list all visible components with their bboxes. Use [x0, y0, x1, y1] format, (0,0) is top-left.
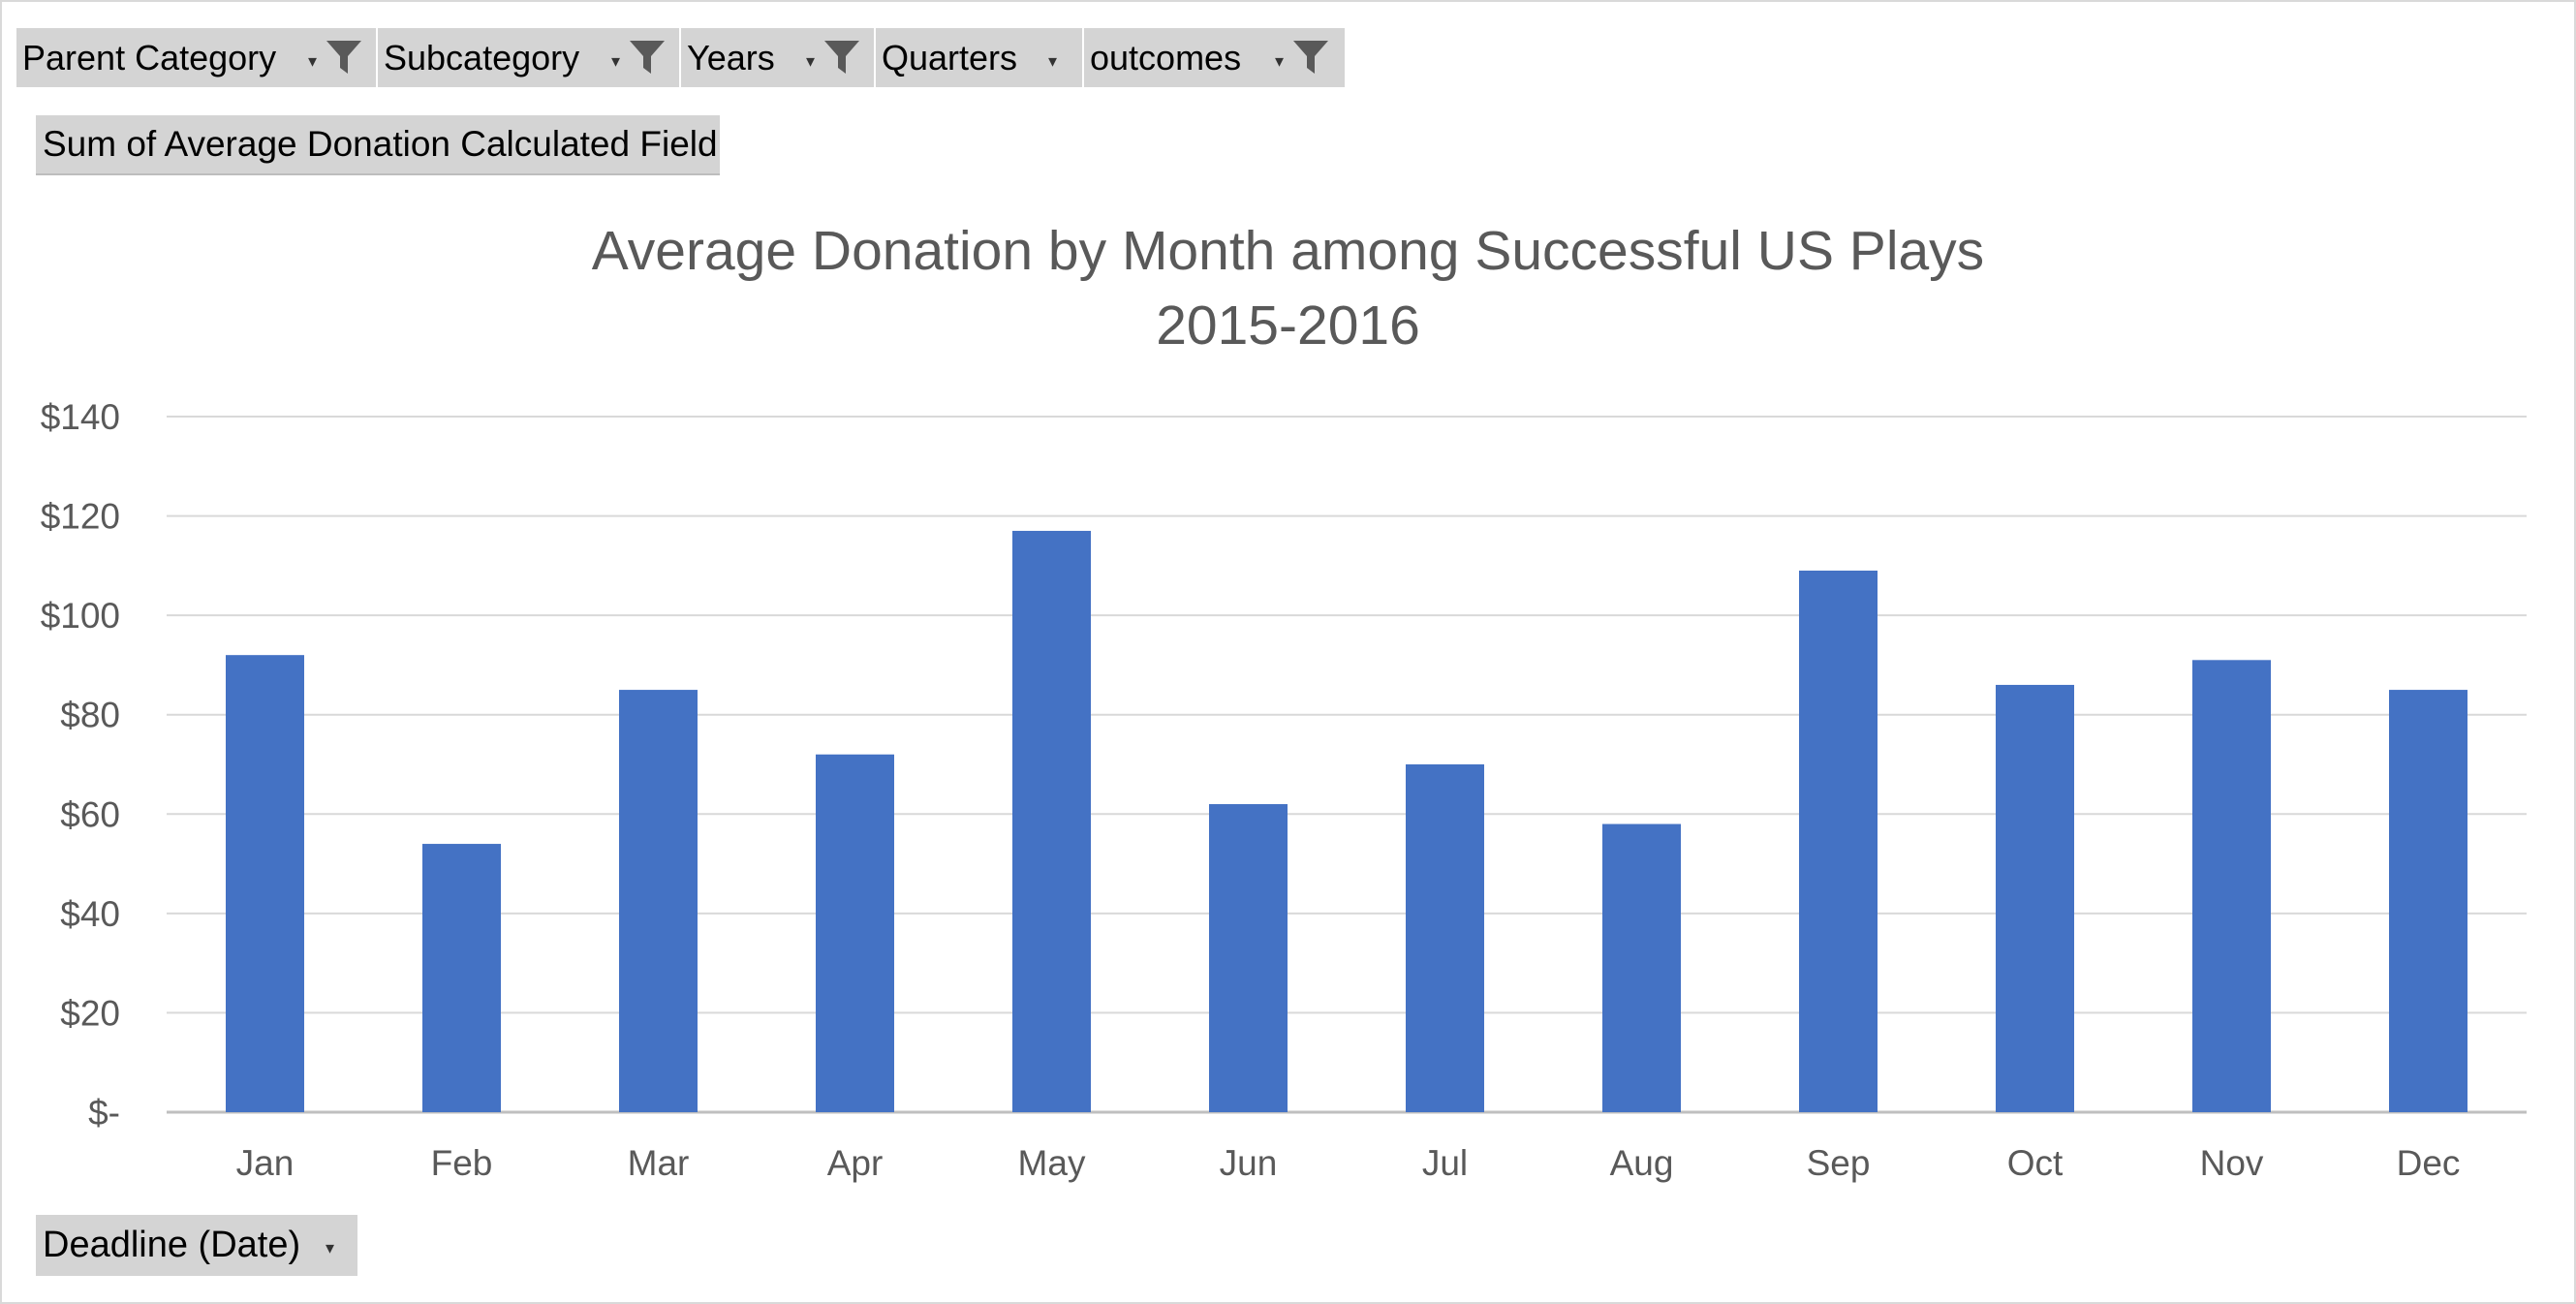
bar-mar[interactable] — [619, 690, 698, 1112]
x-tick-label: Jul — [1422, 1143, 1468, 1183]
report-filter-bar: Parent Category ▾ Subcategory ▾ Years ▾ … — [16, 28, 1345, 87]
filter-button-outcomes[interactable]: outcomes ▾ — [1084, 28, 1345, 87]
axis-field-label: Deadline (Date) — [43, 1225, 301, 1265]
bar-aug[interactable] — [1602, 823, 1681, 1112]
value-field-button[interactable]: Sum of Average Donation Calculated Field — [36, 115, 720, 175]
y-tick-label: $120 — [41, 497, 120, 537]
y-tick-label: $60 — [60, 794, 120, 834]
bar-oct[interactable] — [1996, 684, 2074, 1112]
bar-nov[interactable] — [2192, 660, 2271, 1112]
x-tick-label: Jun — [1220, 1143, 1278, 1183]
y-tick-label: $20 — [60, 993, 120, 1033]
bar-may[interactable] — [1012, 530, 1091, 1112]
filter-button-parent-category[interactable]: Parent Category ▾ — [16, 28, 378, 87]
filter-button-quarters[interactable]: Quarters ▾ — [876, 28, 1084, 87]
bar-dec[interactable] — [2389, 690, 2467, 1112]
dropdown-arrow-icon: ▾ — [308, 51, 318, 71]
bar-jan[interactable] — [226, 655, 304, 1112]
x-tick-label: Sep — [1807, 1143, 1871, 1183]
dropdown-arrow-icon: ▾ — [806, 51, 816, 71]
dropdown-arrow-icon: ▾ — [1275, 51, 1285, 71]
bar-feb[interactable] — [422, 844, 501, 1112]
chart-title: Average Donation by Month among Successf… — [591, 220, 1985, 282]
bar-sep[interactable] — [1799, 570, 1878, 1112]
y-tick-label: $140 — [41, 397, 120, 437]
funnel-icon — [630, 41, 665, 74]
filter-label: Subcategory — [384, 37, 580, 78]
x-tick-label: May — [1018, 1143, 1086, 1183]
dropdown-arrow-icon: ▾ — [1048, 51, 1058, 71]
dropdown-arrow-icon: ▾ — [611, 51, 621, 71]
value-field-label: Sum of Average Donation Calculated Field — [43, 124, 718, 164]
filter-label: Quarters — [882, 37, 1018, 78]
y-tick-label: $- — [88, 1093, 120, 1133]
funnel-icon — [326, 41, 361, 74]
y-tick-label: $80 — [60, 696, 120, 735]
funnel-icon — [1293, 41, 1328, 74]
x-tick-label: Aug — [1610, 1143, 1674, 1183]
x-tick-label: Nov — [2200, 1143, 2264, 1183]
x-tick-label: Dec — [2397, 1143, 2461, 1183]
filter-label: Parent Category — [22, 37, 277, 78]
filter-button-years[interactable]: Years ▾ — [681, 28, 876, 87]
filter-label: outcomes — [1090, 37, 1242, 78]
x-tick-label: Feb — [431, 1143, 493, 1183]
filter-label: Years — [687, 37, 775, 78]
x-tick-label: Oct — [2007, 1143, 2064, 1183]
bar-apr[interactable] — [816, 754, 894, 1112]
chart-subtitle: 2015-2016 — [1156, 295, 1420, 357]
bar-jul[interactable] — [1406, 764, 1484, 1112]
funnel-icon — [824, 41, 859, 74]
dropdown-arrow-icon: ▾ — [326, 1238, 335, 1257]
axis-field-button[interactable]: Deadline (Date) ▾ — [36, 1215, 357, 1276]
y-tick-label: $40 — [60, 894, 120, 934]
bar-jun[interactable] — [1209, 804, 1288, 1112]
x-tick-label: Jan — [236, 1143, 295, 1183]
y-tick-label: $100 — [41, 596, 120, 636]
x-tick-label: Mar — [628, 1143, 690, 1183]
filter-button-subcategory[interactable]: Subcategory ▾ — [378, 28, 681, 87]
x-tick-label: Apr — [827, 1143, 884, 1183]
